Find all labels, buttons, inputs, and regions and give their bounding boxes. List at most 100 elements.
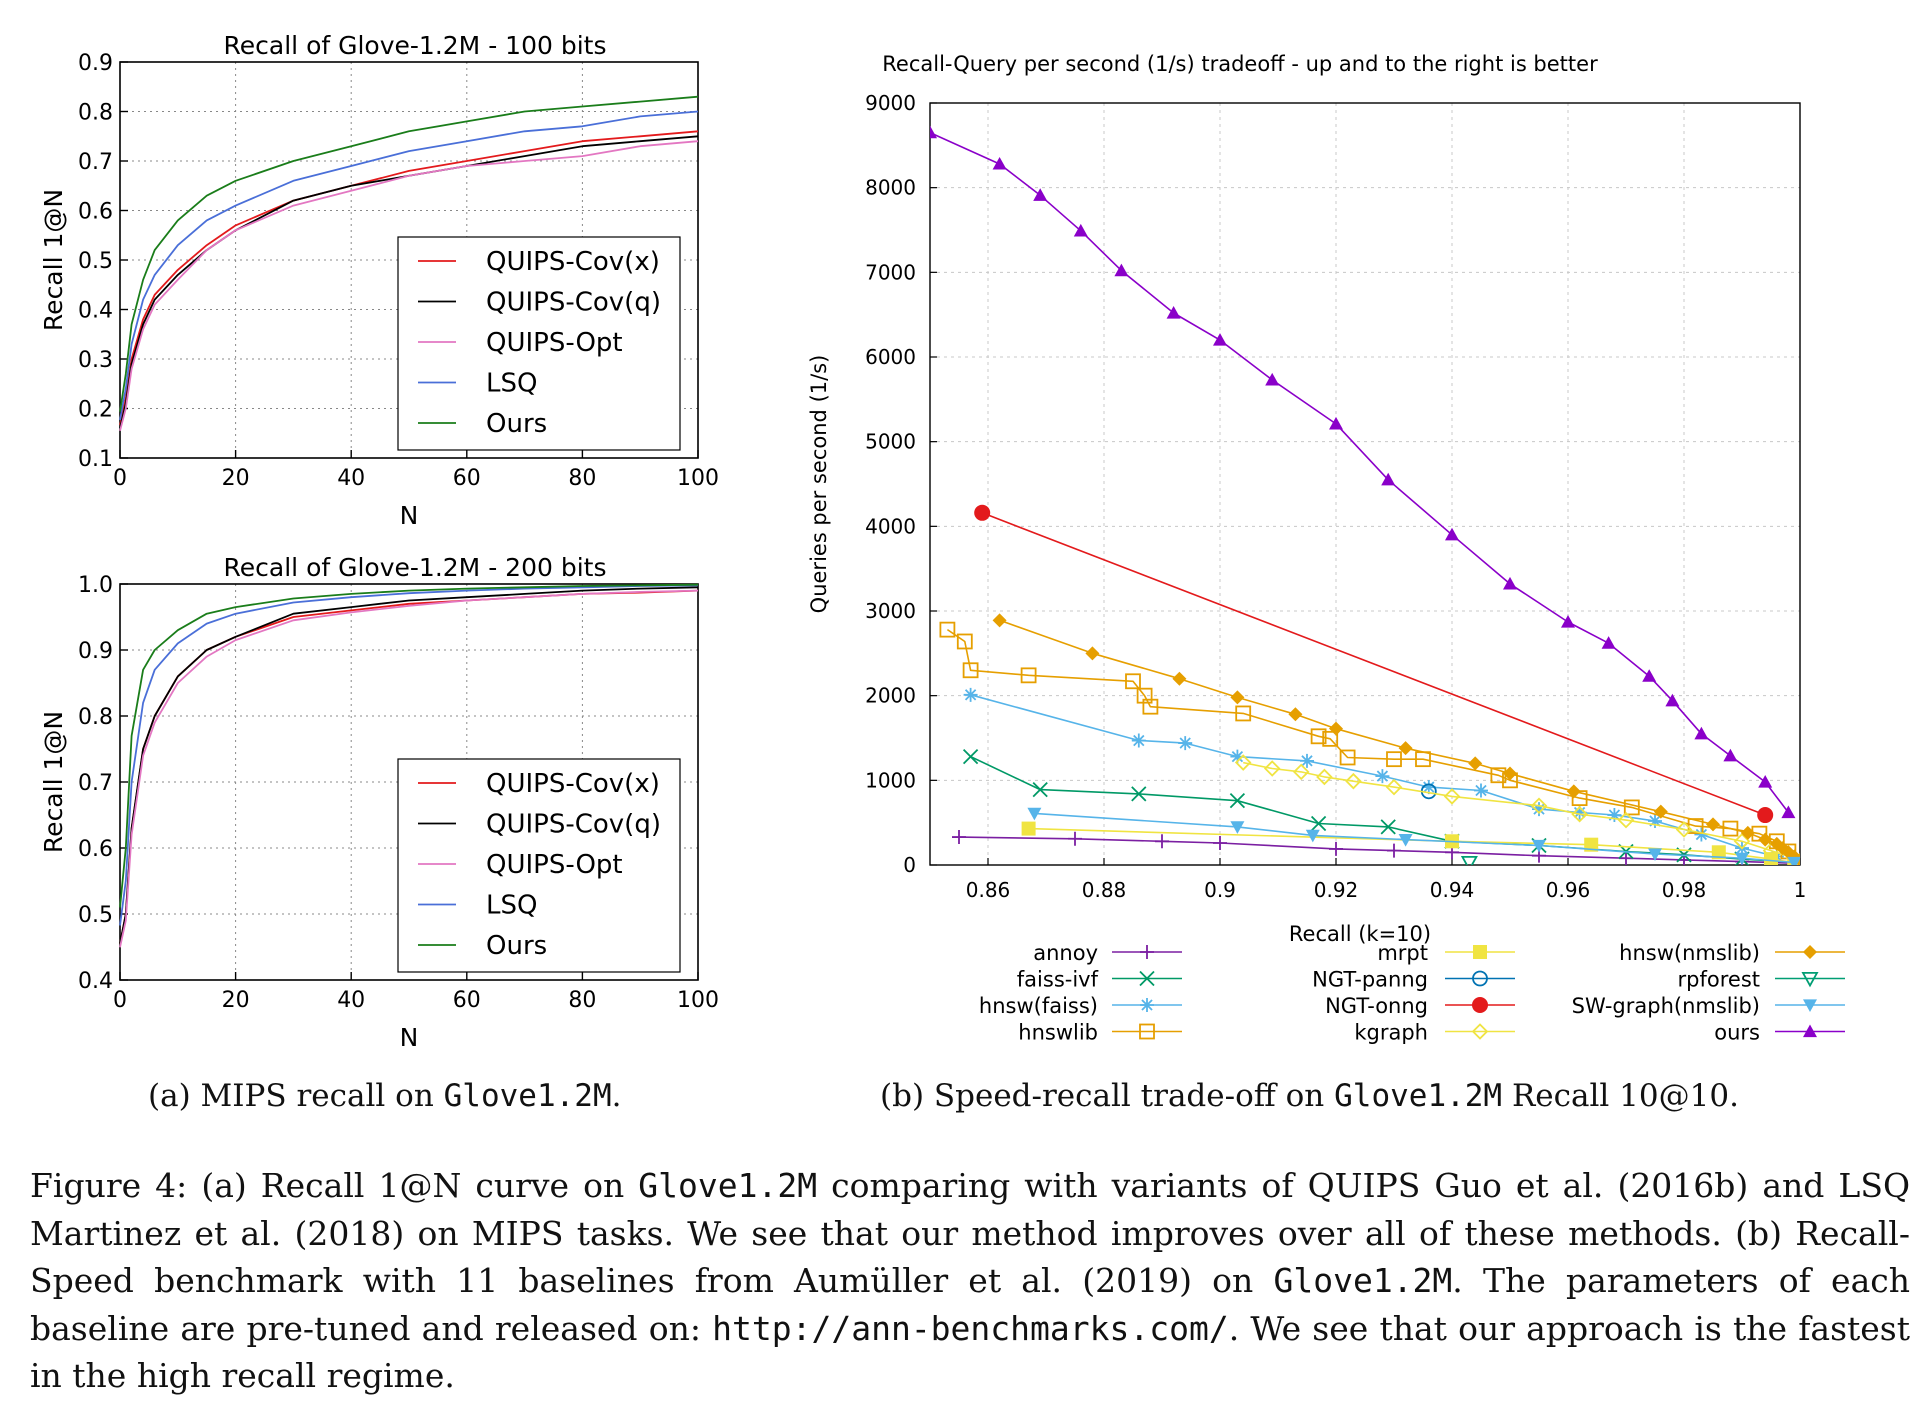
point-SW-graph(nmslib) [1532,839,1546,853]
point-hnswlib [1623,799,1640,816]
point-ours [1503,576,1517,590]
grid-lines [930,103,1800,865]
point-ours [1445,527,1459,541]
y-tick-label: 0.4 [78,299,113,324]
point-kgraph [1385,778,1403,796]
point-ours [1329,416,1343,430]
point-ours [1758,775,1773,788]
point-rpforest [1460,855,1478,865]
y-tick-label: 2000 [865,684,916,708]
point-hnsw(nmslib) [1085,646,1100,661]
x-tick-label: 80 [568,466,596,491]
point-NGT-onng [974,504,991,521]
point-kgraph [1443,788,1461,805]
legend-label: QUIPS-Cov(q) [486,288,661,318]
series-line-LSQ [119,110,699,421]
series-line-NGT-onng [981,512,1766,816]
legend-label: ours [1714,1021,1760,1045]
x-tick-label: 40 [337,466,365,491]
point-faiss-ivf [1032,782,1048,798]
point-hnsw(nmslib) [1758,832,1773,847]
point-kgraph [1292,763,1310,781]
point-hnswlib [962,662,979,679]
legend-marker [1139,970,1155,987]
subcaption-a-text: (a) MIPS recall on [148,1078,444,1114]
y-tick-label: 0.3 [78,348,113,373]
point-annoy [1619,851,1633,865]
x-tick-label: 60 [453,988,481,1013]
point-hnsw(faiss) [1178,736,1193,751]
legend-label: QUIPS-Cov(x) [486,247,660,277]
caption-text-3: . The parameters of each baseline are pr… [30,1261,1910,1348]
caption-code-1: Glove1.2M [638,1166,818,1205]
y-tick-label: 4000 [865,514,916,538]
x-tick-label: 80 [568,988,596,1013]
x-tick-label: 100 [677,466,719,491]
plot-frame [929,102,1801,866]
y-tick-label: 0.5 [78,903,113,928]
point-kgraph [1733,833,1751,850]
point-SW-graph(nmslib) [1230,821,1245,834]
caption-url[interactable]: http://ann-benchmarks.com/ [712,1308,1229,1348]
recall-chart-1: 0 20 40 60 80 100 0.1 0.2 0.3 0.4 0.5 0.6 0.7 0.8 0.9 R… [39,31,719,530]
point-hnsw(nmslib) [1230,690,1245,705]
x-tick-label: 40 [337,988,365,1013]
legend-label: QUIPS-Cov(x) [486,769,660,799]
x-tick-label: 0.92 [1314,878,1359,902]
point-ours [1033,188,1048,201]
point-hnsw(faiss) [1648,813,1662,828]
series-line-hnswlib [946,628,1789,853]
x-tick-label: 0 [113,466,127,491]
legend-label: QUIPS-Opt [486,328,623,358]
point-annoy [1387,843,1401,858]
point-kgraph [1617,811,1635,829]
legend-marker [1472,997,1488,1013]
point-hnswlib [1125,673,1141,690]
y-tick-label: 9000 [865,91,916,115]
point-annoy [1213,835,1227,850]
legend-marker [1801,972,1819,988]
y-tick-label: 0.7 [78,771,113,796]
point-hnswlib [1020,667,1037,684]
point-kgraph [1530,797,1548,815]
y-tick-label: 0 [903,853,916,877]
legend-marker [1471,1023,1489,1040]
point-kgraph [1675,821,1693,838]
point-hnsw(nmslib) [1172,671,1187,686]
point-hnswlib [1322,730,1339,747]
point-ours [1213,333,1227,346]
point-faiss-ivf [1380,819,1396,835]
point-hnswlib [1310,728,1327,745]
x-tick-label: 20 [222,466,250,491]
recall-chart-2: 0 20 40 60 80 100 0.4 0.5 0.6 0.7 0.8 0.9 1.0 Recall … [39,553,719,1052]
x-tick-label: 0.9 [1204,878,1236,902]
point-kgraph [1263,760,1281,777]
point-hnsw(faiss) [1375,769,1390,784]
legend-label: hnswlib [1018,1021,1098,1045]
y-axis-label: Recall 1@N [39,711,68,853]
legend-box [397,758,681,973]
y-tick-label: 0.4 [78,969,113,994]
point-kgraph [1316,768,1333,786]
point-hnswlib [1142,698,1159,715]
caption-text-1: Figure 4: (a) Recall 1@N curve on [30,1166,639,1205]
legend-label: hnsw(faiss) [979,994,1098,1018]
point-hnsw(nmslib) [1329,721,1343,736]
caption-text-4: . We see that our approach is the fastes… [30,1308,1911,1396]
point-kgraph [1234,754,1252,771]
x-tick-label: 60 [453,466,481,491]
figure-caption: Figure 4: (a) Recall 1@N curve on Glove1… [30,1162,1910,1400]
point-ours [1781,805,1796,819]
legend: QUIPS-Cov(x) QUIPS-Cov(q) QUIPS-Opt LSQ Ours [397,758,681,973]
point-faiss-ivf [1310,815,1327,832]
point-annoy [952,830,966,845]
legend-marker [1803,945,1817,959]
point-hnswlib [1136,687,1153,704]
y-tick-label: 5000 [865,430,916,454]
point-hnsw(faiss) [1131,733,1146,748]
x-tick-label: 0.88 [1082,878,1127,902]
point-ours [1381,472,1396,486]
point-hnsw(faiss) [1230,749,1245,764]
y-tick-label: 0.9 [78,51,113,76]
point-annoy [1068,831,1082,846]
